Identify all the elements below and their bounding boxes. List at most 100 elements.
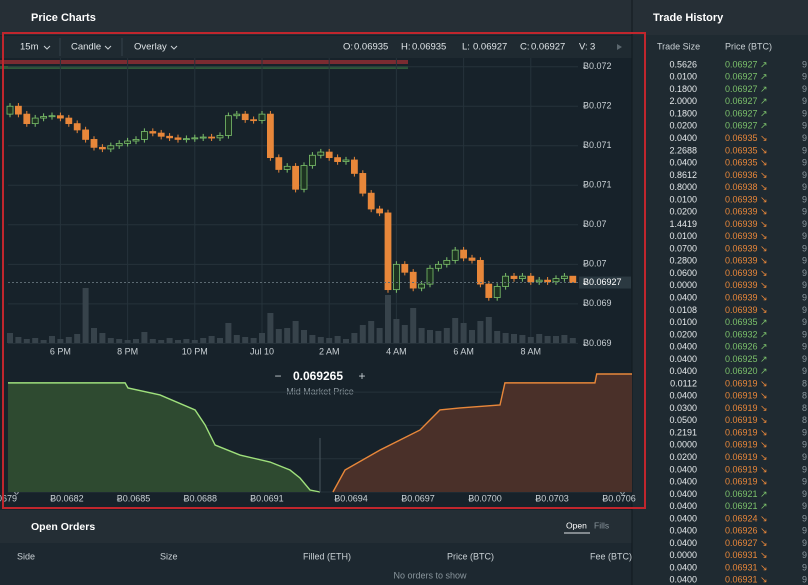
x-tick-label: 10 PM xyxy=(182,346,208,356)
candle-body xyxy=(82,129,89,140)
trade-price: 0.06927 xyxy=(725,84,758,94)
trade-price: 0.06932 xyxy=(725,329,758,339)
volume-bar xyxy=(309,335,316,343)
candle-body xyxy=(31,117,39,125)
x-tick-label: Ƀ0.0703 xyxy=(535,493,569,503)
candle-body xyxy=(308,154,316,166)
trade-arrow: ↘ xyxy=(760,575,768,585)
trade-price: 0.06927 xyxy=(725,121,758,131)
trade-time: 9 xyxy=(802,317,807,327)
trade-price: 0.06919 xyxy=(725,464,758,474)
play-icon[interactable] xyxy=(617,44,622,50)
volume-bar xyxy=(519,335,526,343)
candle-body xyxy=(434,263,442,269)
x-tick-label: 8 AM xyxy=(521,346,542,356)
trade-price: 0.06936 xyxy=(725,170,758,180)
trade-price: 0.06921 xyxy=(725,489,758,499)
trade-price: 0.06919 xyxy=(725,415,758,425)
depth-line xyxy=(332,373,632,493)
trade-time: 9 xyxy=(802,158,807,168)
trade-time: 9 xyxy=(802,550,807,560)
trade-arrow: ↘ xyxy=(760,182,768,192)
trade-price: 0.06919 xyxy=(725,477,758,487)
trade-price: 0.06939 xyxy=(725,231,758,241)
chevron[interactable] xyxy=(43,45,51,50)
candle-body xyxy=(476,259,484,285)
trade-price: 0.06939 xyxy=(725,268,758,278)
trade-time: 9 xyxy=(802,526,807,536)
volume-bar xyxy=(292,321,299,343)
volume-bar xyxy=(158,340,165,343)
zoom-out[interactable]: − xyxy=(274,369,281,383)
ohlcv-label: L: xyxy=(462,42,470,53)
y-tick-label: Ƀ0.069 xyxy=(583,298,612,308)
volume-bar xyxy=(57,339,64,343)
chevron[interactable] xyxy=(104,45,112,50)
x-tick-label: Ƀ0.0679 xyxy=(0,493,17,503)
trade-size: 0.0400 xyxy=(669,391,697,401)
volume-bar xyxy=(368,321,375,343)
trade-time: 9 xyxy=(802,145,807,155)
volume-bar xyxy=(133,339,139,343)
volume-bar xyxy=(301,330,307,343)
x-tick-label: Ƀ0.0685 xyxy=(117,493,151,503)
trade-arrow: ↗ xyxy=(760,108,768,118)
trade-time: 9 xyxy=(802,513,807,523)
trade-price: 0.06926 xyxy=(725,526,758,536)
candle-body xyxy=(317,151,325,156)
candle-body xyxy=(485,283,493,298)
open-orders-header xyxy=(0,510,632,543)
trade-arrow: ↘ xyxy=(760,526,768,536)
trade-price: 0.06939 xyxy=(725,194,758,204)
trade-size: 0.0108 xyxy=(669,305,697,315)
trade-arrow: ↘ xyxy=(760,170,768,180)
trade-price: 0.06926 xyxy=(725,342,758,352)
ohlcv-label: H: xyxy=(401,42,411,53)
zoom-in[interactable]: + xyxy=(358,369,365,383)
trade-time: 9 xyxy=(802,342,807,352)
trade-time: 9 xyxy=(802,452,807,462)
trade-history-header xyxy=(632,0,808,35)
trade-size: 0.0400 xyxy=(669,133,697,143)
x-tick-label: 8 PM xyxy=(117,346,138,356)
left-header xyxy=(0,0,632,35)
candle-body xyxy=(224,115,232,136)
trade-price: 0.06931 xyxy=(725,550,758,560)
trade-arrow: ↘ xyxy=(760,477,768,487)
volume-bar xyxy=(15,337,22,343)
candle-body xyxy=(149,131,157,134)
volume-bar xyxy=(200,338,207,343)
candle-body xyxy=(519,275,526,279)
trade-time: 9 xyxy=(802,72,807,82)
volume-bar xyxy=(208,336,215,343)
x-tick-label: Ƀ0.0700 xyxy=(468,493,502,503)
trade-arrow: ↘ xyxy=(760,427,768,437)
trade-size: 0.0400 xyxy=(669,477,697,487)
x-tick-label: Ƀ0.0691 xyxy=(250,493,284,503)
volume-bar xyxy=(233,335,240,343)
trade-size: 0.2191 xyxy=(669,427,697,437)
trade-time: 9 xyxy=(802,231,807,241)
candle-body xyxy=(468,257,476,261)
interval-select[interactable]: 15m xyxy=(20,42,39,53)
trade-price: 0.06931 xyxy=(725,575,758,585)
volume-bar xyxy=(317,337,324,343)
volume-bar xyxy=(225,323,232,343)
x-tick-label: 6 AM xyxy=(453,346,474,356)
trade-time: 9 xyxy=(802,464,807,474)
tab[interactable]: Open xyxy=(566,520,587,530)
chart-type-select[interactable]: Candle xyxy=(71,42,101,53)
column-header: Price (BTC) xyxy=(447,551,494,561)
overlay-select[interactable]: Overlay xyxy=(134,42,167,53)
trade-size: 0.0000 xyxy=(669,440,697,450)
trade-price: 0.06938 xyxy=(725,182,758,192)
trade-size: 0.0700 xyxy=(669,243,697,253)
trade-size: 0.0200 xyxy=(669,207,697,217)
chevron[interactable] xyxy=(170,45,178,50)
trade-price: 0.06935 xyxy=(725,145,758,155)
trade-time: 9 xyxy=(802,477,807,487)
depth-line xyxy=(8,382,321,493)
tab[interactable]: Fills xyxy=(594,520,609,530)
candle-body xyxy=(409,271,417,289)
trade-price: 0.06927 xyxy=(725,96,758,106)
